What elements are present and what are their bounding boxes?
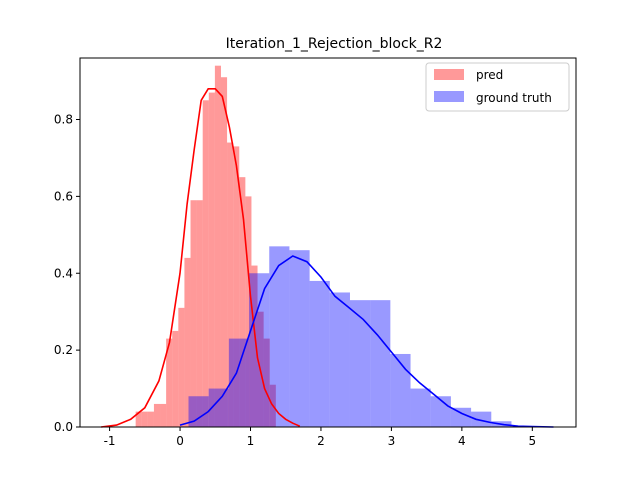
plot-area	[101, 65, 554, 428]
x-tick-label: 1	[247, 434, 255, 448]
pred-bar	[166, 338, 173, 427]
ground-truth-bar	[450, 407, 472, 427]
pred-bar	[233, 146, 240, 427]
ground-truth-bar	[410, 388, 431, 427]
pred-bar	[135, 411, 142, 427]
chart-title: Iteration_1_Rejection_block_R2	[226, 36, 443, 52]
ground-truth-bar	[329, 292, 350, 427]
pred-bar	[208, 92, 215, 427]
pred-bar	[190, 200, 197, 427]
ground-truth-bar	[349, 300, 371, 427]
x-tick-label: -1	[104, 434, 116, 448]
legend: pred ground truth	[425, 62, 570, 112]
ground-truth-bar	[228, 338, 250, 427]
y-tick-label: 0.2	[54, 343, 73, 357]
pred-bar	[263, 338, 270, 427]
x-tick-label: 3	[388, 434, 396, 448]
ground-truth-bar	[208, 388, 229, 427]
legend-swatch-ground-truth	[434, 91, 464, 102]
pred-bar	[172, 330, 179, 427]
pred-bar	[153, 403, 161, 427]
legend-label-ground-truth: ground truth	[476, 91, 552, 105]
ground-truth-bar	[370, 300, 391, 427]
legend-box	[425, 62, 570, 112]
x-tick-label: 0	[176, 434, 184, 448]
pred-bar	[184, 257, 191, 427]
y-tick-label: 0.4	[54, 266, 73, 280]
ground-truth-bar	[269, 246, 290, 427]
x-tick-label: 5	[528, 434, 536, 448]
pred-bar	[251, 265, 258, 427]
pred-bar	[178, 307, 185, 427]
x-tick-label: 2	[317, 434, 325, 448]
pred-bar	[141, 411, 148, 427]
pred-bar	[227, 142, 234, 427]
pred-bar	[220, 77, 228, 427]
pred-kde-line	[101, 88, 301, 428]
pred-bar	[202, 100, 209, 427]
pred-bar	[160, 403, 167, 427]
pred-bar	[214, 65, 221, 427]
y-tick-label: 0.8	[54, 113, 73, 127]
axes-frame	[79, 57, 577, 428]
pred-bar	[239, 177, 246, 427]
ground-truth-bar	[188, 396, 209, 427]
legend-label-pred: pred	[476, 68, 503, 82]
pred-bar	[245, 196, 252, 427]
ground-truth-bar	[289, 250, 310, 427]
y-tick-label: 0.0	[54, 420, 73, 434]
pred-bar	[196, 200, 203, 427]
ground-truth-bar	[390, 353, 411, 427]
ground-truth-bar	[471, 411, 492, 427]
legend-swatch-pred	[434, 69, 464, 80]
ground-truth-bar	[249, 273, 270, 427]
axes: -1 0 1 2 3 4 5 0.0 0.2 0.4 0.6 0.8	[54, 57, 577, 448]
ground-truth-bar	[309, 280, 330, 427]
pred-bar	[147, 411, 154, 427]
ground-truth-kde-line	[179, 255, 554, 428]
y-tick-label: 0.6	[54, 189, 73, 203]
x-tick-label: 4	[458, 434, 466, 448]
